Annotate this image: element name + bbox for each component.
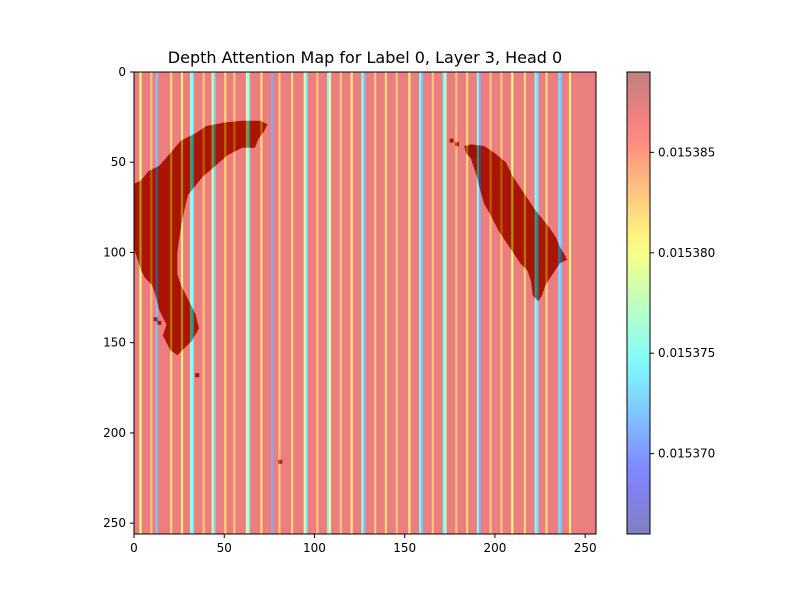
attention-stripe — [559, 72, 563, 534]
attention-overlay — [134, 72, 596, 534]
attention-stripe — [180, 72, 184, 534]
attention-stripe — [500, 72, 503, 534]
y-tick-label: 100 — [103, 245, 126, 259]
plot-frame — [133, 71, 597, 535]
colorbar: 0.015370 0.015375 0.015380 0.015385 — [626, 71, 715, 535]
x-tick-label: 200 — [483, 541, 506, 555]
colorbar-frame — [626, 71, 651, 535]
attention-stripe — [420, 72, 424, 534]
y-axis: 0 50 100 150 200 250 — [103, 65, 134, 530]
attention-stripe — [568, 72, 572, 534]
attention-stripe — [305, 72, 308, 534]
attention-stripe — [155, 72, 158, 534]
attention-stripe — [224, 72, 227, 534]
attention-stripe — [384, 72, 388, 534]
attention-stripe — [245, 72, 249, 534]
colorbar-gradient — [627, 72, 650, 534]
attention-stripe — [202, 72, 205, 534]
attention-stripe — [211, 72, 214, 534]
x-tick-label: 100 — [303, 541, 326, 555]
attention-stripe — [419, 72, 422, 534]
colorbar-tick-label: 0.015380 — [658, 246, 715, 260]
attention-stripe — [139, 72, 142, 534]
attention-stripe — [476, 72, 480, 534]
attention-stripe — [431, 72, 434, 534]
attention-stripe — [191, 72, 194, 534]
attention-stripe — [189, 72, 193, 534]
x-tick-label: 150 — [393, 541, 416, 555]
attention-stripe — [247, 72, 250, 534]
attention-stripe — [536, 72, 539, 534]
y-tick-label: 200 — [103, 426, 126, 440]
attention-stripe — [350, 72, 353, 534]
attention-stripe — [361, 72, 364, 534]
attention-stripe — [489, 72, 492, 534]
attention-stripe — [150, 72, 153, 534]
attention-stripe — [303, 72, 306, 534]
chart-title: Depth Attention Map for Label 0, Layer 3… — [168, 48, 562, 67]
attention-stripe — [260, 72, 263, 534]
attention-stripe — [170, 72, 173, 534]
y-tick-label: 150 — [103, 336, 126, 350]
y-tick-label: 250 — [103, 516, 126, 530]
attention-stripe — [455, 72, 458, 534]
attention-stripe — [271, 72, 274, 534]
attention-stripe — [278, 72, 281, 534]
attention-stripe — [213, 72, 216, 534]
attention-stripe — [291, 72, 294, 534]
x-tick-label: 0 — [130, 541, 138, 555]
attention-stripe — [328, 72, 332, 534]
attention-stripe — [511, 72, 514, 534]
attention-stripe — [523, 72, 526, 534]
x-axis: 0 50 100 150 200 250 — [130, 534, 597, 555]
colorbar-tick-label: 0.015385 — [658, 145, 715, 159]
attention-stripe — [442, 72, 445, 534]
colorbar-ticks: 0.015370 0.015375 0.015380 0.015385 — [650, 145, 715, 461]
attention-stripe — [545, 72, 548, 534]
attention-stripe — [558, 72, 561, 534]
colorbar-tick-label: 0.015370 — [658, 447, 715, 461]
attention-stripe — [374, 72, 377, 534]
x-tick-label: 250 — [574, 541, 597, 555]
attention-stripe — [466, 72, 469, 534]
attention-stripe — [395, 72, 398, 534]
attention-stripe — [408, 72, 411, 534]
attention-stripe — [339, 72, 342, 534]
colorbar-tick-label: 0.015375 — [658, 346, 715, 360]
y-tick-label: 0 — [118, 65, 126, 79]
attention-stripe — [534, 72, 537, 534]
attention-stripe — [327, 72, 330, 534]
attention-stripe — [233, 72, 236, 534]
y-tick-label: 50 — [111, 155, 126, 169]
attention-stripe — [478, 72, 481, 534]
attention-stripe — [444, 72, 447, 534]
attention-stripe — [363, 72, 366, 534]
attention-stripe — [316, 72, 319, 534]
plot-area — [134, 72, 596, 534]
x-tick-label: 50 — [217, 541, 232, 555]
